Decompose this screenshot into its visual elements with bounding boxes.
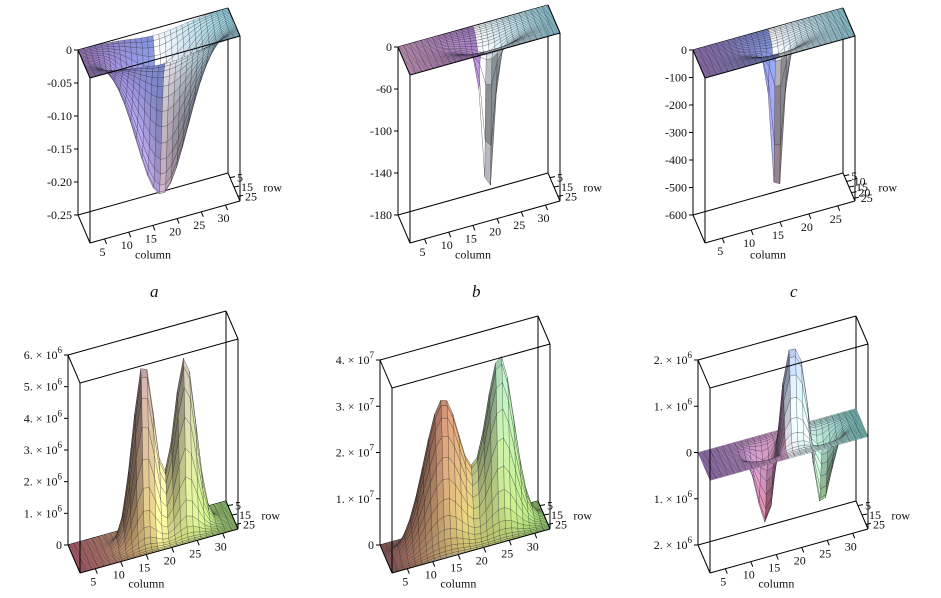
x-tick-label: 30 (845, 539, 857, 553)
z-tick-exponent: 6 (688, 489, 693, 499)
z-tick-label: 2. × 106 (654, 350, 693, 367)
surface-cell (789, 356, 797, 377)
x-tick-mark (724, 568, 728, 574)
surface-cell (788, 348, 796, 359)
x-tick-mark (775, 554, 779, 560)
surface-cell (789, 374, 797, 400)
y-axis-label: row (891, 509, 910, 523)
panel-a-group: 0-0.05-0.10-0.15-0.20-0.255 10 15 20 25 30col… (47, 7, 282, 261)
y-tick-mark (857, 504, 864, 507)
panel-f-group: 2. × 106 1. × 106 0 1. × 106 2. × 106 5 10 15 20… (654, 315, 910, 591)
x-tick-mark (801, 547, 805, 553)
z-tick-label: 1. × 106 (654, 396, 693, 413)
box-edge-left-depth (697, 544, 711, 574)
z-tick-label: 2. × 106 (654, 535, 693, 552)
y-tick-mark (861, 513, 868, 516)
box-edge-back-top (77, 7, 229, 51)
z-tick-exponent: 6 (688, 535, 693, 545)
z-tick-label: 0 (686, 446, 692, 460)
surface-cell (790, 396, 798, 420)
caption-a: a (150, 282, 159, 301)
surface-cell (790, 417, 798, 435)
box-edge-back-bottom (77, 172, 229, 216)
z-tick-exponent: 6 (688, 350, 693, 360)
x-tick-label: 20 (794, 553, 806, 567)
x-tick-label: 5 (720, 575, 726, 589)
x-axis-label: column (758, 577, 794, 591)
caption-c: c (790, 282, 798, 301)
x-tick-mark (852, 533, 856, 539)
x-tick-mark (750, 561, 754, 567)
y-tick-mark (865, 522, 872, 525)
x-tick-label: 15 (768, 561, 780, 575)
box-edge-back-top (697, 315, 857, 361)
box-edge-back-bottom (697, 500, 857, 546)
caption-b: b (472, 282, 481, 301)
x-tick-label: 10 (743, 568, 755, 582)
box-edge-top-right-depth (855, 315, 869, 345)
y-tick-label: 25 (873, 517, 885, 531)
box-edge-top-left-depth (697, 359, 711, 389)
x-tick-mark (826, 540, 830, 546)
surface-cell (797, 431, 805, 442)
z-tick-label: 1. × 106 (654, 489, 693, 506)
z-tick-exponent: 6 (688, 396, 693, 406)
x-tick-label: 25 (819, 546, 831, 560)
